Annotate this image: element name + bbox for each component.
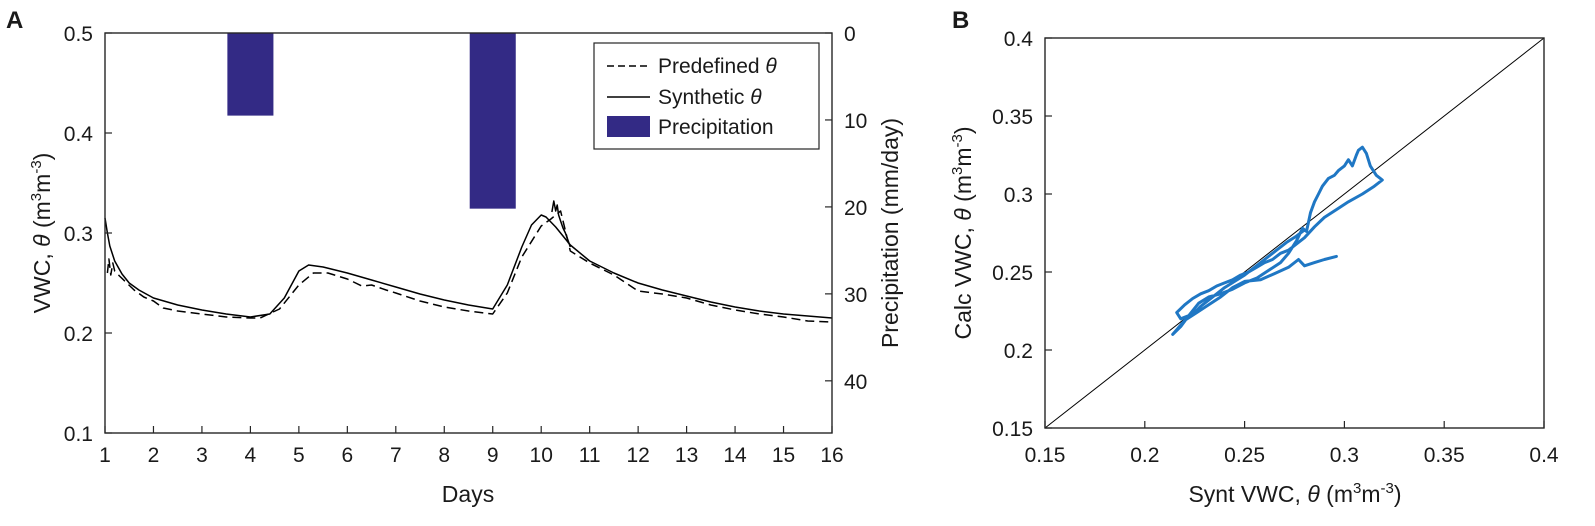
x-tick-label-b-0.4: 0.4	[1529, 444, 1559, 467]
xb-label-exp2: -3	[1381, 480, 1394, 497]
precip-bar-day-4	[227, 33, 274, 116]
y-label-unit-close: )	[29, 153, 55, 161]
legend-synthetic-symbol: θ	[750, 86, 762, 109]
yb-label-text: Calc VWC,	[950, 221, 976, 340]
x-tick-label-b-0.3: 0.3	[1330, 444, 1359, 467]
y-axis-label-b: Calc VWC, θ (m3m-3)	[949, 126, 976, 339]
legend-entry-precipitation: Precipitation	[658, 116, 774, 139]
y-ticks-b: 0.15 0.2 0.25 0.3 0.35 0.4	[992, 28, 1052, 441]
xb-label-exp1: 3	[1353, 480, 1361, 497]
vwc-series	[104, 200, 833, 323]
series-synthetic	[104, 214, 833, 319]
panel-label-b: B	[952, 7, 969, 34]
yb-label-theta: θ	[950, 208, 976, 221]
x-tick-label-a-4: 4	[245, 444, 257, 467]
yb-label-exp2: -3	[949, 134, 966, 147]
legend-precip-swatch	[607, 116, 650, 137]
panel-label-a: A	[6, 7, 23, 34]
x-tick-label-a-3: 3	[196, 444, 208, 467]
precip-bar-day-9	[469, 33, 516, 209]
x-ticks-a: 1 2 3 4 5 6 7 8 9 10 11 12 13 14 15 16	[99, 426, 844, 467]
x-tick-label-a-15: 15	[772, 444, 795, 467]
y-tick-label-a-0.5: 0.5	[64, 23, 93, 46]
x-axis-label-a: Days	[442, 481, 494, 507]
x-tick-label-a-2: 2	[148, 444, 160, 467]
y-label-text: VWC,	[29, 247, 55, 313]
y-tick-label-b-0.3: 0.3	[1004, 184, 1033, 207]
x-ticks-b: 0.15 0.2 0.25 0.3 0.35 0.4	[1025, 421, 1559, 467]
x-tick-label-a-9: 9	[487, 444, 499, 467]
xb-label-unit-open: (m	[1320, 481, 1353, 507]
y-tick-label-b-0.4: 0.4	[1004, 28, 1034, 51]
y-tick-label-b-0.2: 0.2	[1004, 340, 1033, 363]
y-label-unit-open: (m	[29, 201, 55, 234]
identity-line	[1044, 37, 1545, 429]
xb-label-text: Synt VWC,	[1188, 481, 1307, 507]
y2-ticks-a: 0 10 20 30 40	[825, 23, 867, 394]
y-tick-label-b-0.25: 0.25	[992, 262, 1033, 285]
legend-entry-predefined: Predefined θ	[658, 55, 777, 78]
y-tick-label-a-0.2: 0.2	[64, 323, 93, 346]
y2-tick-label-a-20: 20	[844, 197, 867, 220]
y-axis-label-a: VWC, θ (m3m-3)	[28, 153, 55, 314]
y2-tick-label-a-0: 0	[844, 23, 856, 46]
x-tick-label-b-0.15: 0.15	[1025, 444, 1066, 467]
yb-label-unit-open: (m	[950, 175, 976, 208]
y-label-exp2: -3	[28, 160, 45, 173]
precipitation-bars	[227, 33, 516, 209]
x-tick-label-a-6: 6	[341, 444, 353, 467]
x-tick-label-a-7: 7	[390, 444, 402, 467]
x-tick-label-a-5: 5	[293, 444, 305, 467]
x-tick-label-a-8: 8	[438, 444, 450, 467]
x-tick-label-a-11: 11	[579, 444, 601, 467]
x-tick-label-a-14: 14	[723, 444, 747, 467]
x-tick-label-a-13: 13	[675, 444, 698, 467]
x-tick-label-b-0.2: 0.2	[1130, 444, 1159, 467]
y-tick-label-a-0.4: 0.4	[64, 123, 94, 146]
legend-predefined-symbol: θ	[765, 55, 777, 78]
scatter-series	[1044, 37, 1545, 429]
y-tick-label-b-0.35: 0.35	[992, 106, 1033, 129]
y-tick-label-a-0.1: 0.1	[64, 423, 93, 446]
y2-tick-label-a-40: 40	[844, 371, 867, 394]
xb-label-theta: θ	[1307, 481, 1320, 507]
xb-label-unit-close: )	[1394, 481, 1402, 507]
legend-predefined-label: Predefined	[658, 55, 760, 78]
legend-entry-synthetic: Synthetic θ	[658, 86, 762, 109]
legend-synthetic-label: Synthetic	[658, 86, 744, 109]
legend-a: Predefined θ Synthetic θ Precipitation	[593, 42, 820, 150]
y-tick-label-a-0.3: 0.3	[64, 223, 93, 246]
x-tick-label-a-12: 12	[626, 444, 649, 467]
yb-label-unit-mid: m	[950, 147, 976, 166]
axes-frame-b	[1044, 37, 1545, 429]
series-predefined-fragment	[551, 200, 572, 248]
x-tick-label-a-16: 16	[820, 444, 843, 467]
y2-axis-label-a: Precipitation (mm/day)	[877, 118, 903, 348]
y-label-unit-mid: m	[29, 174, 55, 193]
y-ticks-a: 0.1 0.2 0.3 0.4 0.5	[64, 23, 112, 446]
x-tick-label-b-0.25: 0.25	[1224, 444, 1265, 467]
x-tick-label-b-0.35: 0.35	[1424, 444, 1465, 467]
chart-a: 1 2 3 4 5 6 7 8 9 10 11 12 13 14 15 16 0.10.20.30.40.5 …	[28, 23, 903, 507]
x-axis-label-b: Synt VWC, θ (m3m-3)	[1188, 480, 1401, 507]
y2-tick-label-a-10: 10	[844, 110, 867, 133]
x-tick-label-a-1: 1	[99, 444, 111, 467]
x-tick-label-a-10: 10	[530, 444, 553, 467]
series-calculated-vs-synthetic	[1171, 145, 1384, 336]
y-tick-label-b-0.15: 0.15	[992, 418, 1033, 441]
y-label-exp1: 3	[28, 193, 45, 201]
y2-tick-label-a-30: 30	[844, 284, 867, 307]
chart-b: 0.15 0.2 0.25 0.3 0.35 0.4 0.15 0.2 0.25 0.3 0.35…	[949, 28, 1559, 507]
y-label-theta: θ	[29, 234, 55, 247]
xb-label-unit-mid: m	[1361, 481, 1380, 507]
yb-label-unit-close: )	[950, 126, 976, 134]
yb-label-exp1: 3	[949, 167, 966, 175]
